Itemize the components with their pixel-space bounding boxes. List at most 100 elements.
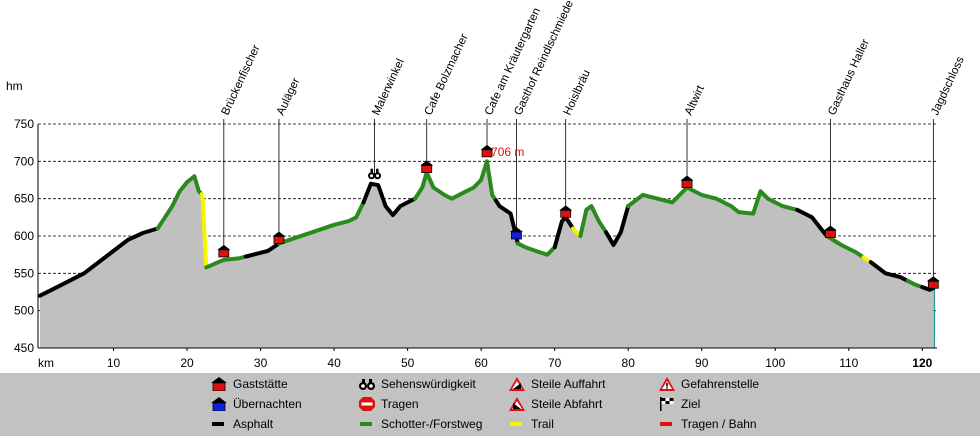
axes: 450 500 550 600 650 700 750 10 20 30 40 50 60 70 80 90 1… [14,117,937,370]
x-tick-label: 50 [401,356,415,370]
icon-roof [272,231,286,237]
y-tick-label: 650 [14,192,34,206]
legend-label: Asphalt [233,417,274,431]
legend: Gaststätte Sehenswürdigkeit Steile Auffa… [0,373,980,436]
asphalt-line-icon [210,417,228,431]
legend-label: Schotter-/Forstweg [381,417,483,431]
legend-label: Tragen / Bahn [681,417,757,431]
icon-body [421,165,433,173]
elevation-profile-chart: 450 500 550 600 650 700 750 10 20 30 40 50 60 70 80 90 1… [6,0,967,370]
waypoint-label: Jagdschloss [929,55,967,118]
y-tick-label: 600 [14,229,34,243]
icon-body [511,231,522,240]
waypoint-label: Brückenfischer [220,43,263,117]
legend-item-ziel: Ziel [658,396,700,412]
gaststaette-icon [680,175,694,188]
x-tick-label: 10 [107,356,121,370]
legend-label: Übernachten [233,397,302,411]
gaststaette-icon [217,244,231,258]
uebernachten-icon [210,397,228,412]
waypoint-label: Hoislbräu [562,68,593,117]
x-tick-label: 90 [695,356,709,370]
y-tick-label: 700 [14,154,34,168]
gaststaette-icon [559,205,573,218]
binoculars-icon [368,168,382,180]
icon-body [824,230,836,238]
icon-roof [680,175,694,181]
x-tick-label: 30 [254,356,268,370]
legend-label: Tragen [381,397,419,411]
legend-item-tragen: Tragen [358,396,419,412]
surface-segment [243,241,281,259]
legend-item-steile-abfahrt: Steile Abfahrt [508,396,602,412]
icon-body [560,209,572,218]
surface-segment [905,278,925,290]
uebernachten-icon [509,226,523,240]
surface-segment [413,159,498,203]
gaststaette-icon [480,144,494,158]
binoculars-tube [376,168,379,174]
profile-area [40,161,936,348]
legend-label: Trail [531,417,554,431]
trail-line-icon [508,417,526,431]
y-tick-label: 450 [14,341,34,355]
icon-roof [926,276,940,282]
icon-roof [823,225,837,231]
steep-down-icon [508,397,526,411]
surface-segment [38,226,160,298]
surface-segment [204,254,248,270]
waypoint-label: Altwirt [683,83,707,117]
surface-segment [578,204,609,238]
x-tick-label: 40 [327,356,341,370]
waypoint-label: Gasthaus Haller [826,37,872,117]
surface-segment [604,204,631,247]
gaststaette-icon [272,231,286,244]
legend-label: Steile Abfahrt [531,397,603,411]
legend-label: Gefahrenstelle [681,377,760,391]
icon-roof [420,160,434,166]
gaststaette-icon [823,225,837,238]
surface-segment [361,181,417,218]
legend-label: Steile Auffahrt [531,377,606,391]
binoculars-glass [376,174,380,178]
y-axis-label: hm [6,79,23,93]
steep-up-icon [508,377,526,391]
icon-body [481,149,493,158]
finish-flag-icon [658,397,676,411]
legend-item-schotter: Schotter-/Forstweg [358,416,482,432]
waypoint-label: Cafe am Kräutergarten [483,6,543,117]
icon-body [218,249,230,258]
legend-item-gefahrenstelle: Gefahrenstelle [658,376,759,392]
legend-item-trail: Trail [508,416,554,432]
x-axis-label: km [38,356,54,370]
x-tick-label: 60 [474,356,488,370]
surface-segment [199,192,209,270]
icon-roof [217,244,231,250]
surface-segment [277,200,366,246]
y-tick-label: 550 [14,266,34,280]
legend-item-uebernachten: Übernachten [210,396,302,412]
legend-item-gaststaette: Gaststätte [210,376,288,392]
legend-item-sehenswuerdigkeit: Sehenswürdigkeit [358,376,476,392]
legend-item-asphalt: Asphalt [210,416,273,432]
icon-roof [559,205,573,211]
surface-segment [824,234,866,260]
danger-icon [658,377,676,391]
carry-line-icon [658,417,676,431]
legend-label: Sehenswürdigkeit [381,377,476,391]
surface-segment [920,285,936,292]
profile-fill [40,161,934,348]
gaststaette-icon [210,377,228,392]
waypoint-label: Auläger [275,76,303,117]
binoculars-icon [358,377,376,391]
surface-segment [552,215,576,250]
x-tick-label: 120 [912,356,932,370]
surface-segment [795,207,829,238]
waypoint-label: Malerwinkel [370,57,407,117]
surface-segment [493,198,520,246]
x-tick-label: 70 [548,356,562,370]
surface-segment [515,241,557,257]
x-tick-label: 100 [765,356,785,370]
max-elevation-label: 706 m [491,145,524,159]
gaststaette-icon [420,160,434,173]
